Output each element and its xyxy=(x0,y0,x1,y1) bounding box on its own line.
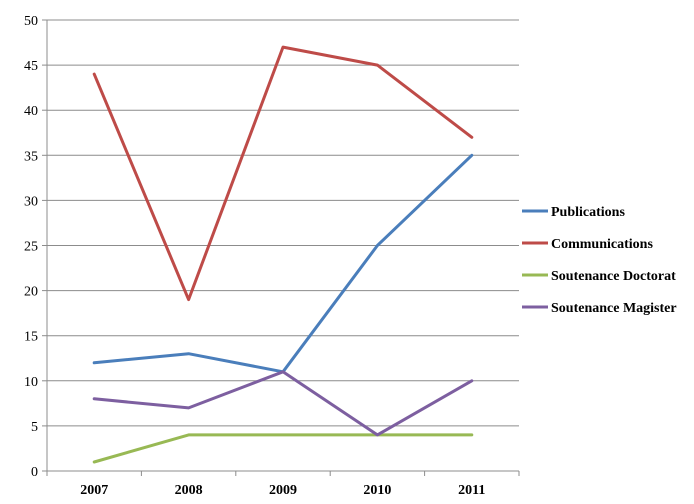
y-tick-label: 15 xyxy=(24,330,38,345)
y-tick-label: 20 xyxy=(24,285,38,300)
legend-label: Soutenance Magister xyxy=(551,301,677,316)
legend-entry: Communications xyxy=(522,237,653,252)
legend: Publications Communications Soutenance Doc… xyxy=(522,205,677,316)
legend-label: Soutenance Doctorat xyxy=(551,269,676,284)
series-line-communications xyxy=(92,45,474,302)
x-tick-label: 2011 xyxy=(458,483,485,498)
x-tick-label: 2008 xyxy=(175,483,203,498)
y-axis-ticks: 0 5 10 15 20 25 30 35 40 45 50 xyxy=(24,14,47,480)
y-tick-label: 10 xyxy=(24,375,38,390)
legend-entry: Soutenance Doctorat xyxy=(522,269,676,284)
x-axis-ticks: 2007 2008 2009 2010 2011 xyxy=(46,471,520,498)
y-tick-label: 25 xyxy=(24,240,38,255)
y-tick-label: 35 xyxy=(24,149,38,164)
legend-label: Publications xyxy=(551,205,625,220)
series-line-soutenance-doctorat xyxy=(92,433,474,464)
series-lines xyxy=(92,45,474,464)
legend-entry: Publications xyxy=(522,205,625,220)
y-tick-label: 0 xyxy=(31,465,38,480)
y-tick-label: 50 xyxy=(24,14,38,29)
x-tick-label: 2009 xyxy=(269,483,297,498)
y-tick-label: 5 xyxy=(31,420,38,435)
y-tick-label: 30 xyxy=(24,194,38,209)
y-tick-label: 45 xyxy=(24,59,38,74)
legend-label: Communications xyxy=(551,237,653,252)
gridlines xyxy=(47,19,519,427)
series-line-publications xyxy=(92,153,474,374)
legend-entry: Soutenance Magister xyxy=(522,301,677,316)
x-tick-label: 2007 xyxy=(80,483,108,498)
series-line-soutenance-magister xyxy=(92,370,474,437)
y-tick-label: 40 xyxy=(24,104,38,119)
x-tick-label: 2010 xyxy=(363,483,391,498)
